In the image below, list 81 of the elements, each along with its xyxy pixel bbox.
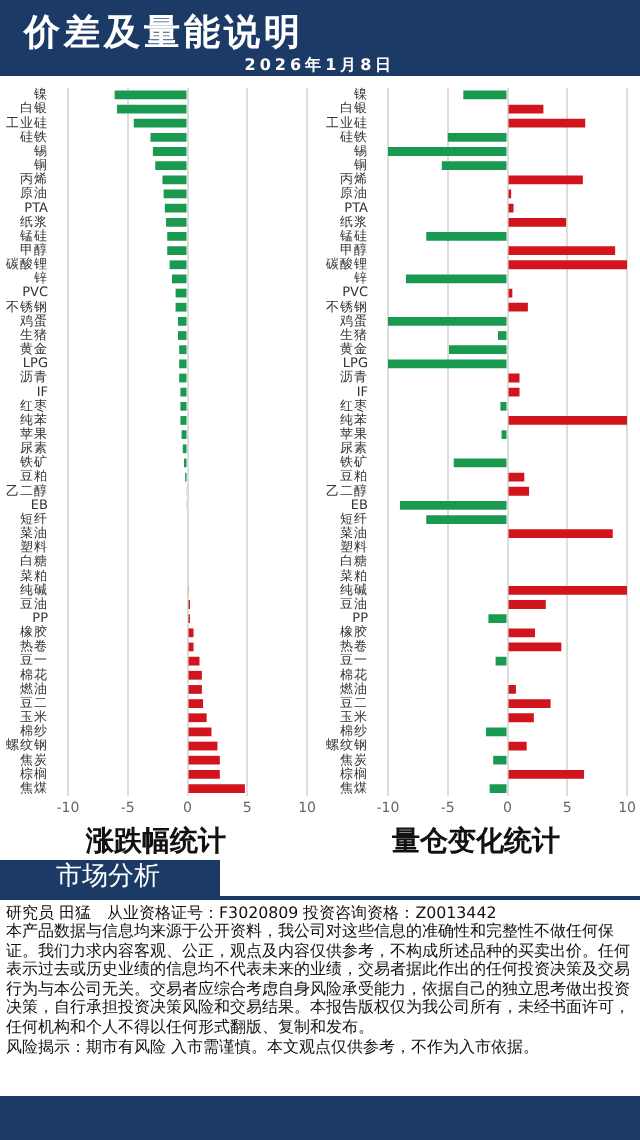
text: 市场分析 bbox=[0, 860, 220, 896]
bar bbox=[508, 373, 520, 383]
bar bbox=[188, 670, 202, 680]
bar bbox=[448, 345, 507, 355]
bar bbox=[453, 458, 507, 468]
bar bbox=[155, 161, 187, 171]
bar bbox=[172, 274, 187, 284]
bar bbox=[167, 232, 187, 241]
bar bbox=[177, 316, 187, 326]
bar bbox=[426, 515, 507, 524]
bar bbox=[508, 486, 530, 496]
bar bbox=[180, 401, 187, 411]
bar bbox=[508, 628, 536, 638]
bar bbox=[426, 232, 507, 241]
bar bbox=[501, 430, 507, 440]
bar bbox=[508, 246, 616, 255]
bar bbox=[399, 501, 507, 510]
bar bbox=[150, 132, 187, 142]
bar bbox=[188, 755, 220, 765]
bar bbox=[508, 260, 628, 270]
bar bbox=[179, 345, 187, 355]
bar bbox=[493, 755, 507, 765]
bar bbox=[188, 784, 245, 793]
bar bbox=[508, 741, 527, 751]
bar bbox=[175, 288, 187, 298]
text: 量仓变化统计 bbox=[390, 824, 560, 859]
bar bbox=[388, 147, 507, 156]
bar bbox=[180, 387, 187, 397]
bar bbox=[447, 132, 507, 142]
bar bbox=[508, 529, 613, 539]
bar bbox=[508, 585, 628, 595]
bar bbox=[152, 147, 187, 156]
bar bbox=[177, 331, 187, 340]
bar bbox=[164, 203, 187, 213]
bar bbox=[441, 161, 507, 171]
bar bbox=[497, 331, 507, 340]
bar bbox=[117, 104, 187, 114]
bar bbox=[166, 217, 187, 227]
bar bbox=[508, 416, 628, 425]
bar bbox=[488, 614, 507, 624]
bar bbox=[388, 316, 507, 326]
bar bbox=[508, 642, 562, 652]
bar bbox=[489, 784, 507, 793]
bar bbox=[179, 359, 187, 369]
bar bbox=[508, 387, 520, 397]
bar bbox=[162, 175, 187, 185]
bar bbox=[180, 416, 187, 425]
text: 价差及量能说明 bbox=[24, 10, 304, 56]
text: 涨跌幅统计 bbox=[84, 824, 226, 859]
bar bbox=[133, 118, 187, 128]
bar bbox=[163, 189, 187, 199]
bar bbox=[508, 175, 583, 185]
bar bbox=[188, 685, 202, 694]
bar bbox=[405, 274, 507, 284]
bar bbox=[486, 727, 507, 737]
bar bbox=[500, 401, 507, 411]
bar bbox=[114, 90, 187, 100]
bar bbox=[508, 713, 534, 723]
bar bbox=[508, 118, 586, 128]
bar bbox=[388, 359, 507, 369]
bar bbox=[179, 373, 187, 383]
bar bbox=[508, 217, 567, 227]
bar bbox=[508, 203, 514, 213]
bar bbox=[463, 90, 507, 100]
text: 2026年1月8日 bbox=[242, 54, 398, 76]
bar bbox=[188, 656, 200, 666]
bar bbox=[188, 713, 207, 723]
bar bbox=[508, 685, 516, 694]
bar bbox=[508, 699, 551, 708]
bar bbox=[188, 769, 220, 779]
bar bbox=[169, 260, 187, 270]
bar bbox=[188, 628, 194, 638]
bar bbox=[181, 430, 187, 440]
bar bbox=[508, 302, 528, 312]
bar bbox=[495, 656, 507, 666]
bar bbox=[188, 699, 204, 708]
bar bbox=[167, 246, 187, 255]
bar bbox=[188, 642, 194, 652]
bar bbox=[508, 769, 585, 779]
bar bbox=[175, 302, 187, 312]
bar bbox=[508, 600, 546, 609]
